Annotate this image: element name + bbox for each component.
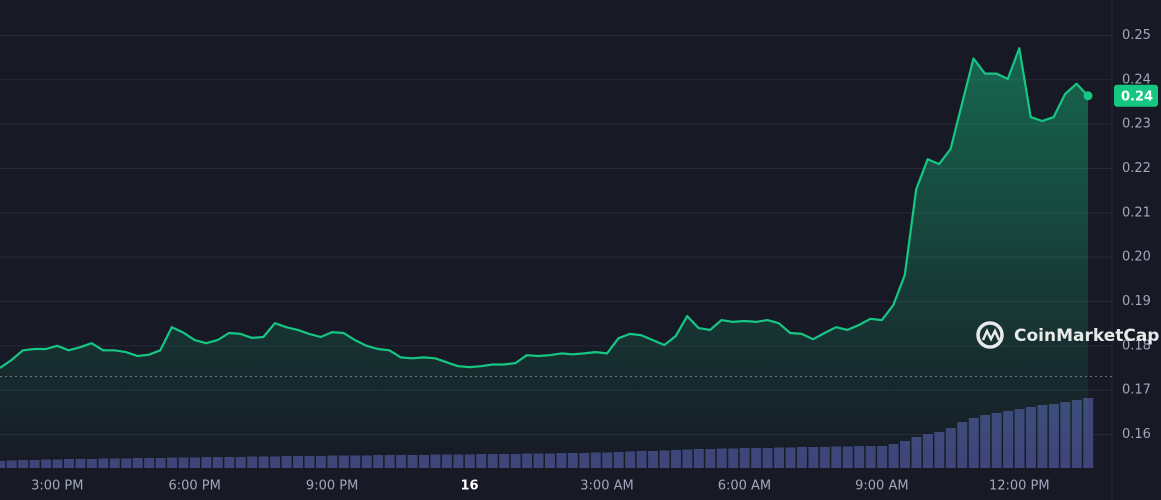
y-tick-label: 0.22: [1122, 161, 1151, 176]
x-tick-label: 3:00 PM: [31, 479, 83, 494]
current-dot: [1083, 91, 1093, 101]
x-tick-label: 12:00 PM: [989, 479, 1050, 494]
watermark-text: CoinMarketCap: [1014, 326, 1159, 346]
line: [0, 47, 1089, 369]
current-label-bg: [1114, 84, 1158, 107]
x-tick-label: 6:00 PM: [168, 479, 220, 494]
x-tick-label: 9:00 AM: [855, 479, 908, 494]
watermark-logo-mark: [981, 328, 1001, 342]
area-fill: [0, 48, 1088, 471]
y-tick-label: 0.24: [1122, 72, 1151, 87]
y-tick-label: 0.16: [1122, 427, 1151, 442]
price-line: [0, 47, 1093, 369]
current-label: 0.24: [1121, 89, 1153, 104]
x-tick-label: 9:00 PM: [306, 479, 358, 494]
y-tick-label: 0.19: [1122, 294, 1151, 309]
volume-bar: [1083, 398, 1094, 468]
x-tick-label: 16: [461, 479, 479, 494]
x-tick-label: 6:00 AM: [718, 479, 771, 494]
y-tick-label: 0.17: [1122, 383, 1151, 398]
y-tick-label: 0.18: [1122, 338, 1151, 353]
y-tick-label: 0.25: [1122, 28, 1151, 43]
watermark-logo: [976, 321, 1004, 349]
y-tick-label: 0.23: [1122, 117, 1151, 132]
labels: 0.16 0.17 0.18 0.19 0.20 0.21 0.22 0.23 0.24 0.25…: [31, 28, 1158, 494]
y-tick-label: 0.20: [1122, 250, 1151, 265]
y-tick-label: 0.21: [1122, 205, 1151, 220]
area: [0, 48, 1088, 471]
watermark: CoinMarketCap: [976, 321, 1159, 349]
x-tick-label: 3:00 AM: [580, 479, 633, 494]
